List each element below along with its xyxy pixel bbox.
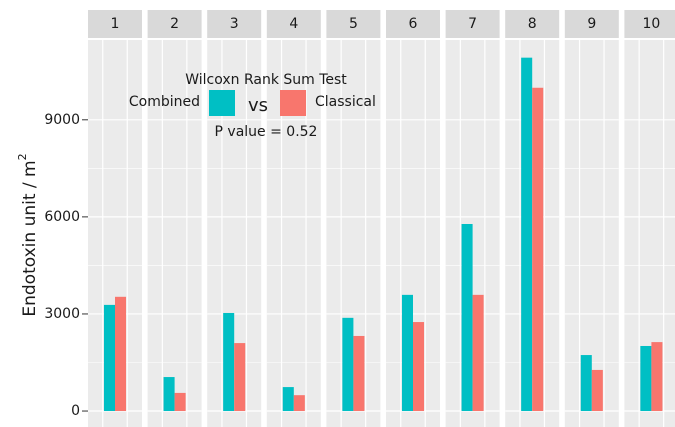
bar [293,395,305,412]
strip-background [266,10,321,38]
y-label-superscript: 2 [16,153,29,160]
bar [413,322,425,412]
facet-panel: 2 [147,10,202,427]
y-tick-label: 9000 [44,112,80,128]
y-label-text: Endotoxin unit / m [20,160,40,316]
facet-panel: 6 [386,10,440,427]
annotation-p: P value = 0.52 [215,124,318,140]
bar [651,342,663,412]
bar [591,369,603,412]
strip-background [564,10,619,38]
bar [532,87,544,412]
strip-label: 7 [468,16,477,32]
facet-panel: 7 [445,10,500,427]
bar [580,355,592,412]
facet-panel: 1 [88,10,142,427]
bar [103,304,115,412]
bar [521,57,533,412]
bar [163,377,175,412]
strip-background [147,10,202,38]
strip-label: 4 [289,16,298,32]
bar [342,317,354,412]
bar [640,345,652,412]
y-tick-label: 3000 [44,306,80,322]
strip-background [88,10,142,38]
bar [461,223,473,412]
bar [353,335,365,412]
strip-label: 9 [587,16,596,32]
strip-background [326,10,381,38]
bar [174,392,186,412]
legend-label: Combined [129,94,200,110]
y-axis-label: Endotoxin unit / m2 [16,153,40,316]
annotation-title: Wilcoxn Rank Sum Test [185,72,347,88]
legend-key [209,90,235,116]
bar [401,294,413,412]
strip-background [207,10,262,38]
strip-background [386,10,440,38]
facet-panel: 10 [624,10,675,427]
y-tick-label: 6000 [44,209,80,225]
strip-label: 10 [642,16,660,32]
bar [223,312,235,412]
panels: 1 2 3 4 5 6 7 8 9 10 [88,10,675,427]
facet-panel: 9 [564,10,619,427]
strip-label: 3 [230,16,239,32]
strip-label: 1 [111,16,120,32]
bar [472,294,484,412]
strip-label: 6 [409,16,418,32]
bar [234,343,246,412]
facet-panel: 8 [505,10,560,427]
facet-panel: 5 [326,10,381,427]
strip-background [624,10,675,38]
y-tick-label: 0 [71,403,80,419]
strip-background [445,10,500,38]
legend-key [280,90,306,116]
bar [282,387,294,412]
legend-label: Classical [315,94,376,110]
annotation-vs: vs [248,95,268,116]
strip-label: 8 [528,16,537,32]
strip-label: 5 [349,16,358,32]
strip-label: 2 [170,16,179,32]
strip-background [505,10,560,38]
bar [115,296,127,412]
